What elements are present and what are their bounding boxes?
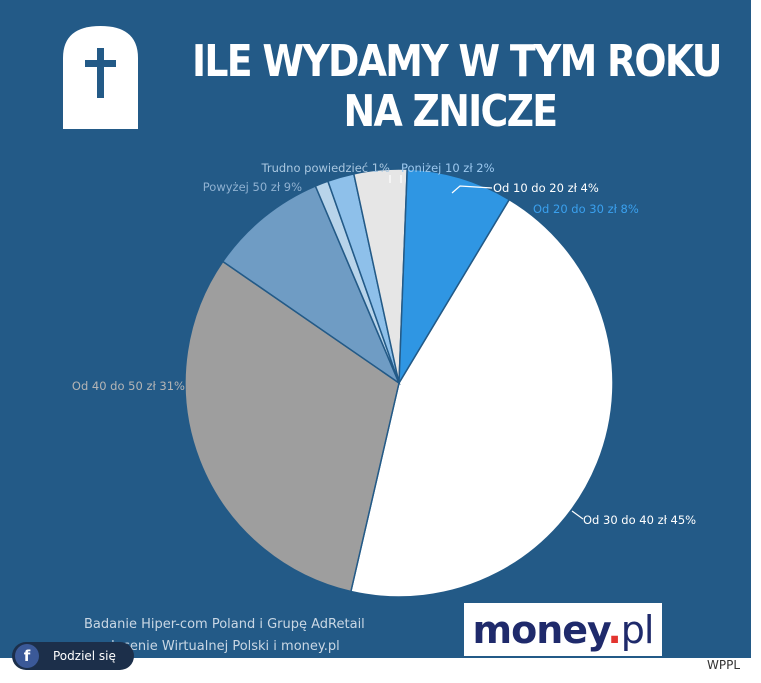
share-button[interactable]: f Podziel się (12, 642, 134, 670)
leader-line-6 (451, 185, 493, 194)
leader-line-1 (571, 510, 584, 520)
tombstone-cross-icon (63, 26, 138, 129)
logo-text: money.pl (472, 607, 655, 652)
chart-title: ILE WYDAMY W TYM ROKU NA ZNICZE (192, 36, 723, 137)
slice-label-2: Od 40 do 50 zł 31% (72, 379, 185, 393)
money-pl-logo: money.pl (464, 603, 662, 656)
logo-main: money (472, 607, 609, 652)
source-line-1: Badanie Hiper-com Poland i Grupę AdRetai… (84, 617, 365, 632)
slice-label-7: Od 20 do 30 zł 8% (533, 202, 639, 216)
pie-slice-7 (398, 168, 511, 384)
slice-label-3: Powyżej 50 zł 9% (203, 180, 302, 194)
facebook-icon: f (15, 644, 39, 668)
pie-slice-1 (349, 198, 614, 598)
title-line-1: ILE WYDAMY W TYM ROKU (192, 36, 723, 87)
logo-dot: . (607, 607, 621, 652)
infographic: ILE WYDAMY W TYM ROKU NA ZNICZE Od 30 do… (0, 0, 751, 658)
slice-label-6: Od 10 do 20 zł 4% (493, 181, 599, 195)
slice-label-4: Trudno powiedzieć 1% (261, 161, 391, 175)
leader-lines (389, 175, 584, 520)
slice-labels: Od 30 do 40 zł 45% Od 40 do 50 zł 31% Powy… (72, 161, 696, 527)
pie-slice-2 (184, 260, 400, 593)
photo-credit: WPPL (707, 658, 741, 672)
pie-slices (184, 168, 614, 598)
source-line-2: na zlecenie Wirtualnej Polski i money.pl (84, 639, 340, 654)
source-note: Badanie Hiper-com Poland i Grupę AdRetai… (84, 614, 365, 658)
slice-label-1: Od 30 do 40 zł 45% (583, 513, 696, 527)
logo-suffix: pl (620, 607, 655, 652)
pie-slice-3 (221, 185, 401, 386)
slice-label-5: Poniżej 10 zł 2% (401, 161, 495, 175)
share-label: Podziel się (53, 649, 116, 663)
pie-chart: Od 30 do 40 zł 45% Od 40 do 50 zł 31% Powy… (72, 161, 696, 598)
title-line-2: NA ZNICZE (343, 86, 559, 137)
